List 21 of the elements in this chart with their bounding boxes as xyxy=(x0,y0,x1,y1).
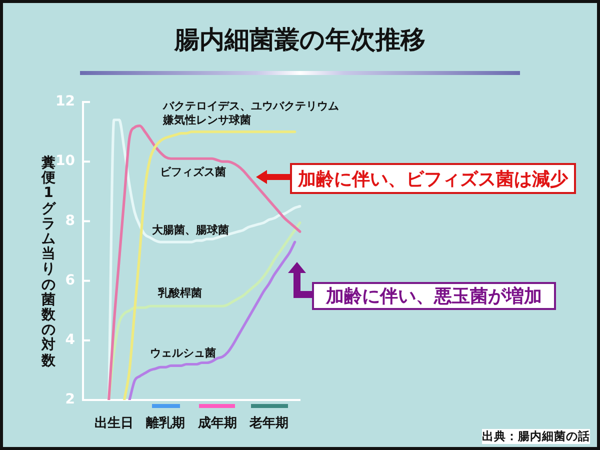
text: 加齢に伴い、悪玉菌が増加 xyxy=(312,282,556,310)
series-label: ウェルシュ菌 xyxy=(150,346,216,360)
series-label: 乳酸桿菌 xyxy=(157,286,202,300)
x-tick-label: 離乳期 xyxy=(145,415,186,432)
y-tick-label: 10 xyxy=(56,153,76,170)
chart-title: 腸内細菌叢の年次推移 xyxy=(173,24,426,56)
annotation: 加齢に伴い、ビフィズス菌は減少 xyxy=(290,163,576,194)
x-tick-label: 出生日 xyxy=(94,416,134,432)
x-tick-label: 成年期 xyxy=(196,416,237,432)
source-note: 出典：腸内細菌の話 xyxy=(482,429,590,444)
series-label: バクテロイデス、ユウバクテリウム嫌気性レンサ球菌 xyxy=(162,99,339,126)
x-tick-label: 老年期 xyxy=(248,416,288,432)
y-tick-label: 12 xyxy=(56,94,75,110)
series-label: 大腸菌、腸球菌 xyxy=(152,223,229,236)
line-series xyxy=(128,240,296,400)
y-tick-label: 2 xyxy=(65,392,75,408)
series-label: ビフィズス菌 xyxy=(160,165,226,178)
y-tick-label: 8 xyxy=(65,212,75,229)
text: 糞便1グラム当りの菌数の対数 xyxy=(42,155,56,369)
y-tick-label: 6 xyxy=(65,272,75,288)
y-tick-label: 4 xyxy=(65,332,76,348)
